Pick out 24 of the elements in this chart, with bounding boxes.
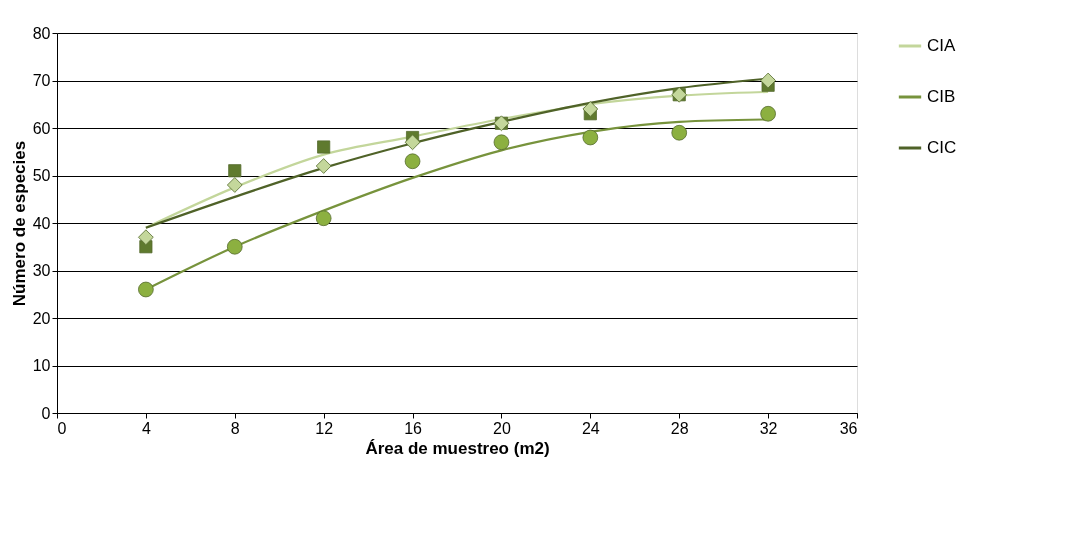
legend-label: CIB (927, 87, 956, 106)
y-tick-label: 0 (41, 404, 51, 422)
x-tick-label: 4 (141, 419, 151, 437)
legend-label: CIC (927, 138, 957, 157)
y-tick-label: 20 (32, 309, 51, 327)
x-axis-title: Área de muestreo (m2) (365, 438, 550, 458)
x-tick-label: 36 (839, 419, 858, 437)
y-axis-title: Número de especies (9, 140, 29, 307)
x-tick-label: 20 (493, 419, 511, 437)
y-tick-label: 60 (32, 119, 51, 137)
y-tick-label: 10 (32, 357, 51, 374)
y-tick-label: 50 (32, 167, 51, 184)
y-tick-label: 70 (32, 72, 51, 89)
x-tick-label: 24 (581, 419, 600, 437)
y-tick-label: 40 (32, 214, 51, 232)
y-tick-label: 30 (32, 262, 51, 279)
x-tick-label: 16 (404, 419, 423, 437)
x-tick-label: 0 (57, 419, 67, 437)
y-tick-label: 80 (32, 24, 51, 42)
x-tick-label: 28 (670, 419, 689, 437)
x-tick-label: 12 (315, 419, 334, 437)
x-tick-label: 8 (230, 419, 240, 437)
legend-label: CIA (927, 36, 956, 55)
x-tick-label: 32 (759, 419, 778, 437)
